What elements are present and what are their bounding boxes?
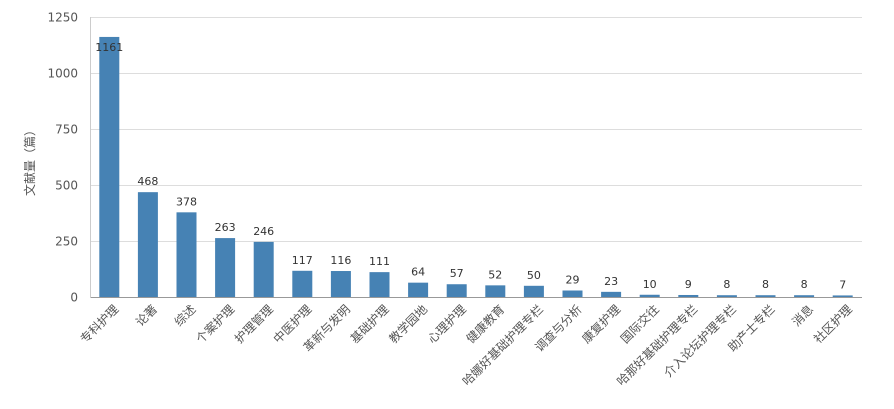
data-label: 9 xyxy=(685,278,692,291)
grid-lines xyxy=(90,17,862,242)
data-label: 378 xyxy=(176,195,197,208)
data-label: 1161 xyxy=(95,41,123,54)
bars xyxy=(99,36,853,297)
y-tick-label: 1250 xyxy=(47,11,78,25)
data-label: 10 xyxy=(643,278,657,291)
bar[interactable] xyxy=(330,271,351,297)
x-tick-label: 介入论坛护理专栏 xyxy=(661,302,739,380)
bar[interactable] xyxy=(832,295,853,297)
y-tick-label: 0 xyxy=(70,291,78,305)
bar[interactable] xyxy=(678,294,699,297)
data-label: 8 xyxy=(801,278,808,291)
x-tick-label: 社区护理 xyxy=(810,302,855,347)
x-tick-label: 基础护理 xyxy=(348,302,392,346)
y-tick-label: 1000 xyxy=(47,67,78,81)
data-label: 52 xyxy=(488,268,502,281)
x-tick-label: 消息 xyxy=(789,302,817,330)
y-tick-label: 750 xyxy=(55,123,78,137)
bar[interactable] xyxy=(253,241,274,297)
y-tick-label: 250 xyxy=(55,235,78,249)
x-tick-label: 护理管理 xyxy=(231,302,276,347)
data-label: 7 xyxy=(839,278,846,291)
bar[interactable] xyxy=(485,285,506,297)
data-label: 8 xyxy=(762,278,769,291)
bar[interactable] xyxy=(523,285,544,297)
y-axis-label: 文献量（篇） xyxy=(22,124,37,196)
x-tick-label: 综述 xyxy=(172,302,199,329)
bar[interactable] xyxy=(755,295,776,297)
x-tick-label: 论著 xyxy=(133,302,160,329)
data-label: 117 xyxy=(292,254,313,267)
data-label: 263 xyxy=(215,221,236,234)
data-label: 50 xyxy=(527,269,541,282)
data-label: 64 xyxy=(411,266,425,279)
bar[interactable] xyxy=(176,212,197,297)
bar[interactable] xyxy=(716,295,737,297)
bar[interactable] xyxy=(794,295,815,297)
data-labels: 1161 468 378 263 246 117 116 111 64 57 52 50 29 23 10 9… xyxy=(95,41,846,291)
bar[interactable] xyxy=(446,284,467,297)
bar[interactable] xyxy=(639,294,660,297)
data-label: 8 xyxy=(723,278,730,291)
bar[interactable] xyxy=(408,282,429,297)
x-tick-label: 专科护理 xyxy=(77,302,122,347)
data-label: 116 xyxy=(330,254,351,267)
y-axis-ticks: 0 250 500 750 1000 1250 xyxy=(47,11,78,305)
data-label: 468 xyxy=(137,175,158,188)
data-label: 29 xyxy=(566,274,580,287)
data-label: 23 xyxy=(604,275,618,288)
bar[interactable] xyxy=(215,238,236,297)
x-tick-label: 教学园地 xyxy=(386,302,431,347)
data-label: 111 xyxy=(369,255,390,268)
data-label: 246 xyxy=(253,225,274,238)
x-tick-label: 个案护理 xyxy=(193,302,238,347)
bar[interactable] xyxy=(137,192,158,297)
x-tick-label: 康复护理 xyxy=(579,302,624,347)
y-tick-label: 500 xyxy=(55,179,78,193)
bar[interactable] xyxy=(292,270,313,297)
x-axis-ticks: 专科护理 论著 综述个案护理护理管理中医护理革新与发明基础护理教学园地心理护理健康教… xyxy=(77,302,855,389)
bar[interactable] xyxy=(562,290,583,297)
x-tick-label: 心理护理 xyxy=(425,302,469,346)
bar[interactable] xyxy=(99,36,120,297)
bar[interactable] xyxy=(601,291,622,297)
data-label: 57 xyxy=(450,267,464,280)
bar[interactable] xyxy=(369,272,390,297)
